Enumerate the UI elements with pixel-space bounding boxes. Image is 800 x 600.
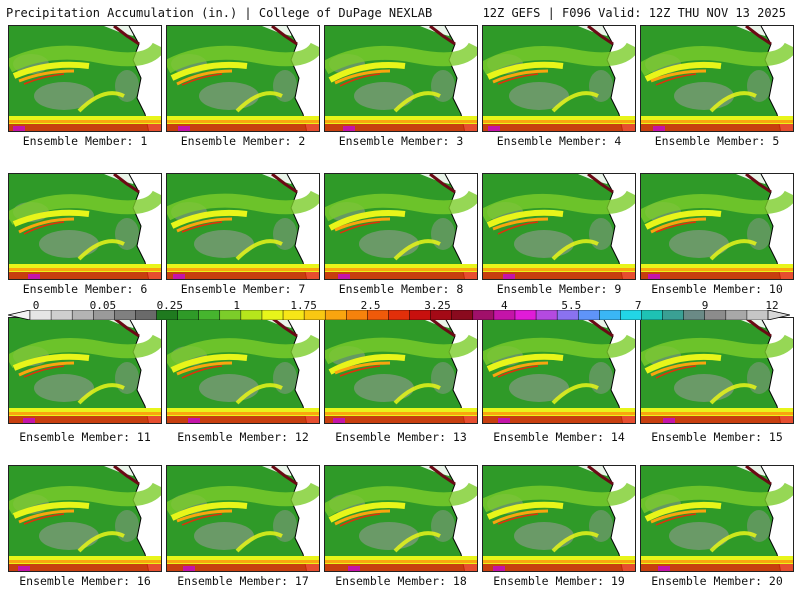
ensemble-member-map[interactable] bbox=[8, 25, 162, 132]
colorbar-tick-label: 9 bbox=[701, 299, 709, 312]
colorbar-swatch bbox=[261, 310, 284, 320]
colorbar-swatch bbox=[683, 310, 706, 320]
ensemble-member-map[interactable] bbox=[640, 465, 794, 572]
colorbar-swatch bbox=[514, 310, 537, 320]
ensemble-member-map[interactable] bbox=[640, 317, 794, 424]
colorbar-swatch bbox=[493, 310, 516, 320]
ensemble-member-label: Ensemble Member: 7 bbox=[180, 282, 306, 296]
header: Precipitation Accumulation (in.) | Colle… bbox=[0, 0, 800, 24]
colorbar-tick-label: 12 bbox=[765, 299, 779, 312]
ensemble-member-map[interactable] bbox=[324, 317, 478, 424]
colorbar-swatch bbox=[725, 310, 748, 320]
colorbar-swatch bbox=[472, 310, 495, 320]
colorbar-tick-label: 3.25 bbox=[424, 299, 451, 312]
colorbar-swatch bbox=[409, 310, 432, 320]
colorbar-swatch bbox=[620, 310, 643, 320]
ensemble-member-label: Ensemble Member: 12 bbox=[177, 430, 309, 444]
colorbar-swatch bbox=[303, 310, 326, 320]
precip-colorbar: 0 0.05 0.25 1 1.75 2.5 3.25 4 5.5 7 9 12 bbox=[8, 299, 790, 321]
ensemble-member-map[interactable] bbox=[324, 173, 478, 280]
run-info: 12Z GEFS | F096 Valid: 12Z THU NOV 13 20… bbox=[482, 6, 786, 20]
colorbar-tick-label: 4 bbox=[501, 299, 508, 312]
colorbar-swatch bbox=[388, 310, 411, 320]
colorbar-tick-label: 5.5 bbox=[561, 299, 582, 312]
colorbar-swatch bbox=[662, 310, 685, 320]
ensemble-member-label: Ensemble Member: 15 bbox=[651, 430, 783, 444]
ensemble-member-map[interactable] bbox=[482, 173, 636, 280]
colorbar-swatch bbox=[198, 310, 221, 320]
ensemble-member-map[interactable] bbox=[166, 173, 320, 280]
colorbar-swatch bbox=[324, 310, 348, 320]
ensemble-member-map[interactable] bbox=[640, 25, 794, 132]
ensemble-member-label: Ensemble Member: 5 bbox=[654, 134, 780, 148]
colorbar-tick-label: 1.75 bbox=[290, 299, 317, 312]
ensemble-member-label: Ensemble Member: 1 bbox=[22, 134, 148, 148]
colorbar-swatch bbox=[451, 310, 474, 320]
colorbar-swatch bbox=[367, 310, 390, 320]
colorbar-swatch bbox=[577, 310, 601, 320]
product-title: Precipitation Accumulation (in.) | Colle… bbox=[6, 6, 433, 20]
colorbar-tick-label: 0 bbox=[32, 299, 40, 312]
colorbar-swatch bbox=[156, 310, 179, 320]
ensemble-member-label: Ensemble Member: 6 bbox=[22, 282, 148, 296]
ensemble-member-label: Ensemble Member: 8 bbox=[338, 282, 464, 296]
colorbar-swatch bbox=[346, 310, 369, 320]
ensemble-member-map[interactable] bbox=[166, 465, 320, 572]
colorbar-tick-label: 1 bbox=[233, 299, 241, 312]
colorbar-scale bbox=[8, 310, 790, 320]
ensemble-member-label: Ensemble Member: 13 bbox=[335, 430, 467, 444]
ensemble-member-label: Ensemble Member: 18 bbox=[335, 574, 467, 588]
ensemble-member-label: Ensemble Member: 3 bbox=[338, 134, 464, 148]
colorbar-swatch bbox=[746, 310, 769, 320]
ensemble-member-label: Ensemble Member: 19 bbox=[493, 574, 625, 588]
colorbar-swatch bbox=[599, 310, 622, 320]
ensemble-member-label: Ensemble Member: 2 bbox=[180, 134, 306, 148]
colorbar-tick-label: 2.5 bbox=[360, 299, 381, 312]
colorbar-swatch bbox=[177, 310, 200, 320]
colorbar-swatch bbox=[135, 310, 158, 320]
colorbar-swatch bbox=[71, 310, 95, 320]
colorbar-swatch bbox=[704, 310, 727, 320]
colorbar-tick-label: 7 bbox=[634, 299, 642, 312]
ensemble-member-label: Ensemble Member: 16 bbox=[19, 574, 151, 588]
ensemble-member-map[interactable] bbox=[482, 25, 636, 132]
ensemble-member-map[interactable] bbox=[640, 173, 794, 280]
ensemble-member-label: Ensemble Member: 4 bbox=[496, 134, 622, 148]
ensemble-member-label: Ensemble Member: 11 bbox=[19, 430, 151, 444]
ensemble-member-map[interactable] bbox=[482, 317, 636, 424]
colorbar-swatch bbox=[240, 310, 263, 320]
colorbar-swatch bbox=[93, 310, 116, 320]
ensemble-member-map[interactable] bbox=[8, 317, 162, 424]
colorbar-swatch bbox=[29, 310, 52, 320]
ensemble-member-map[interactable] bbox=[8, 173, 162, 280]
ensemble-member-map[interactable] bbox=[8, 465, 162, 572]
colorbar-swatch bbox=[535, 310, 558, 320]
colorbar-tick-label: 0.25 bbox=[156, 299, 184, 312]
ensemble-member-map[interactable] bbox=[482, 465, 636, 572]
ensemble-member-label: Ensemble Member: 9 bbox=[496, 282, 622, 296]
ensemble-member-map[interactable] bbox=[324, 25, 478, 132]
ensemble-member-label: Ensemble Member: 20 bbox=[651, 574, 783, 588]
ensemble-member-label: Ensemble Member: 14 bbox=[493, 430, 625, 444]
colorbar-swatch bbox=[430, 310, 453, 320]
colorbar-min-arrow bbox=[8, 310, 31, 320]
colorbar-tick-label: 0.05 bbox=[89, 299, 117, 312]
ensemble-member-label: Ensemble Member: 10 bbox=[651, 282, 783, 296]
ensemble-member-map[interactable] bbox=[166, 317, 320, 424]
colorbar-swatch bbox=[50, 310, 73, 320]
colorbar-swatch bbox=[114, 310, 137, 320]
colorbar-max-arrow bbox=[767, 310, 790, 320]
colorbar-swatch bbox=[556, 310, 579, 320]
ensemble-member-map[interactable] bbox=[324, 465, 478, 572]
colorbar-swatch bbox=[641, 310, 664, 320]
ensemble-member-map[interactable] bbox=[166, 25, 320, 132]
ensemble-member-label: Ensemble Member: 17 bbox=[177, 574, 309, 588]
colorbar-swatch bbox=[282, 310, 305, 320]
colorbar-swatch bbox=[219, 310, 242, 320]
